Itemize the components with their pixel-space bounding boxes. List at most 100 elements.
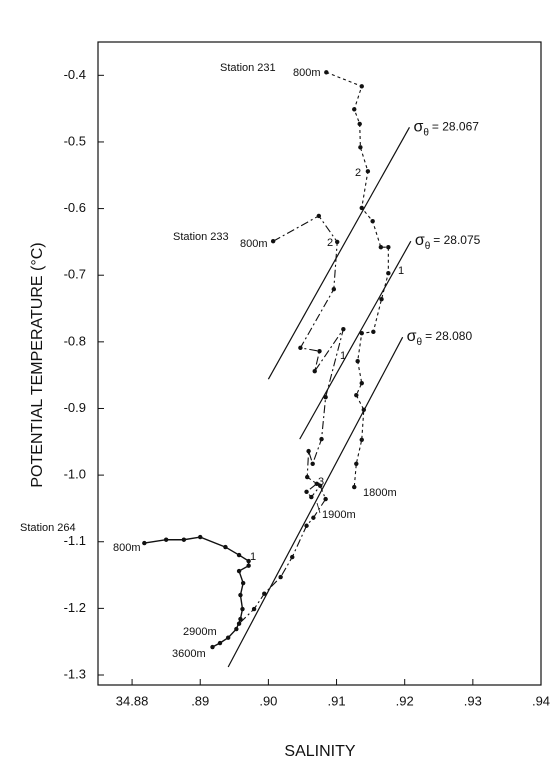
annotation: 1 xyxy=(398,265,404,277)
data-point xyxy=(341,326,346,332)
data-point xyxy=(278,574,283,580)
data-point xyxy=(309,494,314,500)
data-point xyxy=(306,448,311,454)
y-axis-label: POTENTIAL TEMPERATURE (°C) xyxy=(29,242,46,487)
sigma-symbol: σ xyxy=(413,119,423,136)
data-point xyxy=(331,287,337,292)
data-point xyxy=(352,484,357,490)
data-point xyxy=(240,606,245,612)
isopycnal-label: σθ = 28.067 xyxy=(413,119,479,138)
sigma-symbol: σ xyxy=(415,232,425,249)
data-point xyxy=(370,219,375,224)
y-tick-label: -1.0 xyxy=(64,467,86,482)
isopycnal-label: σθ = 28.075 xyxy=(415,232,481,251)
sigma-subscript: θ xyxy=(417,337,423,348)
data-point xyxy=(312,368,317,374)
data-point xyxy=(234,626,239,632)
isopycnal-value: = 28.080 xyxy=(425,329,472,343)
data-point xyxy=(217,640,223,646)
data-point xyxy=(358,145,363,150)
data-point xyxy=(323,496,328,502)
y-tick-label: -0.6 xyxy=(64,200,86,215)
annotation: 3600m xyxy=(172,648,206,660)
y-tick-label: -0.4 xyxy=(64,67,86,82)
series-label: Station 233 xyxy=(173,231,229,243)
data-point xyxy=(290,554,295,560)
annotation: 2900m xyxy=(183,626,217,638)
data-point xyxy=(142,540,147,546)
data-point xyxy=(304,489,309,494)
isopycnal-line xyxy=(227,336,404,668)
data-point xyxy=(317,348,322,354)
data-point xyxy=(223,544,228,550)
y-tick-label: -0.9 xyxy=(64,400,86,415)
data-point xyxy=(378,245,384,250)
data-point xyxy=(355,358,360,364)
isopycnal-line xyxy=(299,240,412,440)
data-point xyxy=(386,271,391,276)
x-tick-label: .91 xyxy=(327,693,345,708)
data-point xyxy=(316,213,322,219)
data-point xyxy=(181,537,187,542)
data-point xyxy=(386,245,391,250)
data-point xyxy=(305,474,310,480)
x-axis-label: SALINITY xyxy=(284,743,355,760)
annotation: 2 xyxy=(327,237,333,249)
y-tick-label: -0.5 xyxy=(64,133,86,148)
y-tick-label: -1.3 xyxy=(64,666,86,681)
data-point xyxy=(163,537,169,542)
isopycnal-label: σθ = 28.080 xyxy=(407,328,473,347)
x-tick-label: .89 xyxy=(191,693,209,708)
y-tick-label: -1.2 xyxy=(64,600,86,615)
data-point xyxy=(225,635,231,640)
x-tick-label: 34.88 xyxy=(116,693,149,708)
isopycnal-value: = 28.075 xyxy=(433,233,480,247)
annotation: 1 xyxy=(340,350,346,362)
series-label: Station 231 xyxy=(220,62,276,74)
data-point xyxy=(357,121,362,127)
data-point xyxy=(246,563,251,568)
x-tick-label: .92 xyxy=(396,693,414,708)
annotation: 2 xyxy=(355,167,361,179)
annotation: 800m xyxy=(113,542,141,554)
data-point xyxy=(324,70,329,75)
data-point xyxy=(198,534,203,540)
data-point xyxy=(304,523,309,528)
series-line xyxy=(326,71,389,488)
data-point xyxy=(298,345,303,351)
series-label: Station 264 xyxy=(20,522,76,534)
data-point xyxy=(251,606,257,612)
data-point xyxy=(246,558,251,564)
data-point xyxy=(359,84,364,89)
data-point xyxy=(359,437,364,442)
data-point xyxy=(335,239,340,245)
data-point xyxy=(314,481,319,486)
annotation: 1800m xyxy=(363,487,397,499)
sigma-subscript: θ xyxy=(425,241,431,252)
y-tick-label: -0.8 xyxy=(64,333,86,348)
data-point xyxy=(371,329,376,335)
x-tick-label: .94 xyxy=(532,693,550,708)
annotation: 800m xyxy=(240,238,268,250)
leader-line xyxy=(316,502,321,514)
y-tick-label: -1.1 xyxy=(64,533,86,548)
data-point xyxy=(238,592,243,598)
data-point xyxy=(311,515,316,520)
data-point xyxy=(319,436,324,442)
data-point xyxy=(359,380,364,386)
x-tick-label: .90 xyxy=(259,693,277,708)
annotation: 1900m xyxy=(322,509,356,521)
data-point xyxy=(270,239,276,244)
data-point xyxy=(379,297,384,302)
annotation: 1 xyxy=(250,551,256,563)
data-point xyxy=(352,107,357,112)
data-point xyxy=(359,330,364,336)
data-point xyxy=(365,169,371,174)
x-tick-label: .93 xyxy=(464,693,482,708)
data-point xyxy=(210,644,215,650)
data-point xyxy=(240,580,246,586)
plot-frame xyxy=(97,41,542,686)
data-point xyxy=(238,616,243,622)
isopycnal-value: = 28.067 xyxy=(432,119,479,133)
data-point xyxy=(354,392,359,398)
